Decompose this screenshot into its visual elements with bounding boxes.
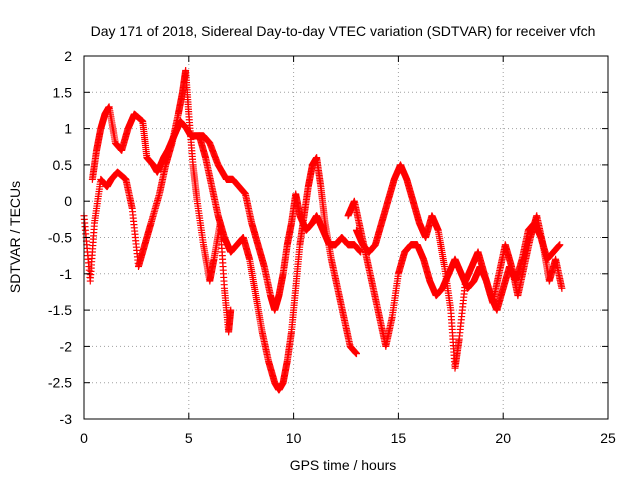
x-tick-label: 25 xyxy=(600,430,616,446)
data-point xyxy=(558,284,566,292)
y-tick-label: -3 xyxy=(60,411,73,427)
y-tick-label: 1 xyxy=(64,121,72,137)
series-trace-2 xyxy=(88,103,365,314)
x-axis-label: GPS time / hours xyxy=(290,457,397,473)
data-point xyxy=(227,306,235,314)
plot-frame xyxy=(83,55,609,420)
x-tick-label: 0 xyxy=(80,430,88,446)
data-point xyxy=(556,241,564,249)
x-tick-label: 20 xyxy=(495,430,511,446)
chart-title: Day 171 of 2018, Sidereal Day-to-day VTE… xyxy=(91,23,596,39)
x-tick-label: 15 xyxy=(391,430,407,446)
tick-labels: 0 5 10 15 20 25 2 1.5 1 0.5 0 -0.5 -1 -1.5 -2 -2.5 -3 xyxy=(48,48,616,446)
x-tick-label: 10 xyxy=(286,430,302,446)
data-points xyxy=(80,67,566,394)
y-tick-label: -2.5 xyxy=(48,375,72,391)
y-axis-label: SDTVAR / TECUs xyxy=(7,181,23,293)
y-tick-label: -2 xyxy=(60,338,73,354)
y-tick-label: -1 xyxy=(60,266,73,282)
y-tick-label: 1.5 xyxy=(53,84,73,100)
series-trace-3 xyxy=(195,132,360,394)
data-point xyxy=(357,248,365,256)
series-trace-1 xyxy=(80,67,235,336)
data-point xyxy=(352,350,360,358)
y-tick-label: 0.5 xyxy=(53,157,73,173)
y-tick-label: 2 xyxy=(64,48,72,64)
y-tick-label: -1.5 xyxy=(48,302,72,318)
y-tick-label: 0 xyxy=(64,193,72,209)
y-tick-label: -0.5 xyxy=(48,230,72,246)
series-trace-5 xyxy=(352,161,564,372)
x-tick-label: 5 xyxy=(185,430,193,446)
